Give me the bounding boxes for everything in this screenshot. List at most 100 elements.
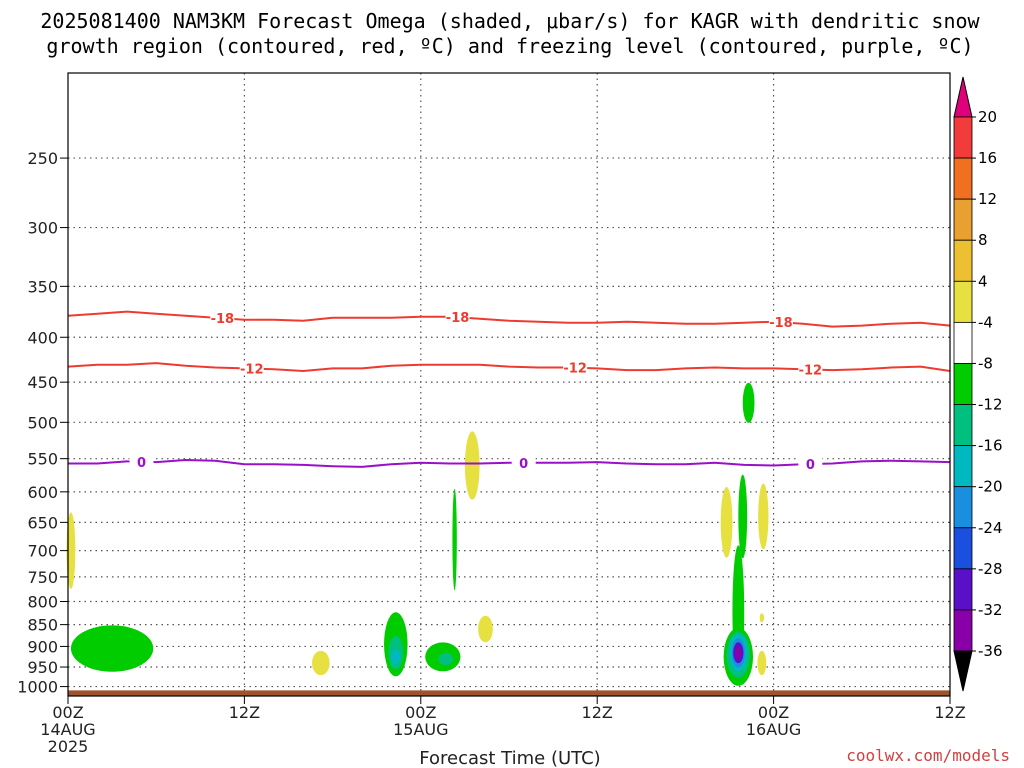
colorbar-bottom-arrow (953, 650, 973, 692)
grid (68, 73, 950, 696)
x-tick-label: 00Z (405, 703, 436, 722)
y-tick-label: 350 (27, 277, 58, 296)
purple-cell (735, 646, 742, 659)
x-tick-label: 12Z (229, 703, 260, 722)
contour-lines: -18 -18 -18 -12 -12 -12 0 0 0 (67, 310, 951, 473)
y-tick-label: 250 (27, 149, 58, 168)
x-tick-date: 16AUG (746, 720, 801, 739)
contour-label-bg (563, 360, 588, 375)
colorbar-swatch (953, 486, 973, 529)
y-axis: 250 300 350 400 450 500 550 600 650 700 750 800 850 9… (17, 149, 68, 697)
colorbar-label: -12 (978, 396, 1003, 414)
colorbar-label: 8 (978, 231, 988, 249)
yellow-cell (464, 431, 480, 500)
x-tick-year: 2025 (48, 737, 89, 756)
colorbar-label: 12 (978, 190, 997, 208)
contour-label: -12 (799, 363, 823, 378)
colorbar-swatch (953, 568, 973, 611)
colorbar-label: -4 (978, 313, 993, 331)
contour-label-bg (798, 362, 823, 377)
y-tick-label: 850 (27, 616, 58, 635)
x-tick-label: 00Z (758, 703, 789, 722)
colorbar-label: -32 (978, 601, 1003, 619)
y-tick-label: 550 (27, 450, 58, 469)
contour-label: -18 (769, 316, 793, 331)
y-tick-label: 300 (27, 219, 58, 238)
x-tick-date: 14AUG (40, 720, 95, 739)
green-cell (70, 625, 154, 672)
x-tick-date: 15AUG (393, 720, 448, 739)
omega-shading (66, 382, 769, 686)
chart-title: 2025081400 NAM3KM Forecast Omega (shaded… (40, 9, 980, 33)
colorbar-swatch (953, 157, 973, 200)
yellow-cell (720, 487, 733, 558)
contour-label: 0 (806, 458, 815, 473)
colorbar-label: -36 (978, 642, 1003, 660)
contour-label-bg (129, 454, 154, 469)
contour-label: -12 (563, 362, 587, 377)
teal-cell (438, 652, 454, 666)
colorbar-swatch (953, 280, 973, 323)
colorbar-label: 16 (978, 149, 997, 167)
yellow-cell (312, 650, 330, 676)
contour-label-bg (511, 455, 536, 470)
contour-label: 0 (137, 456, 146, 471)
y-tick-label: 750 (27, 568, 58, 587)
colorbar-label: -28 (978, 560, 1003, 578)
y-tick-label: 650 (27, 513, 58, 532)
x-tick-label: 12Z (934, 703, 965, 722)
green-cell (742, 382, 755, 423)
contour-label: -12 (240, 363, 264, 378)
y-tick-label: 800 (27, 593, 58, 612)
yellow-cell (478, 615, 493, 643)
colorbar-swatch (953, 445, 973, 488)
y-tick-label: 500 (27, 413, 58, 432)
colorbar-label: 20 (978, 108, 997, 126)
x-tick-label: 12Z (582, 703, 613, 722)
colorbar-swatch (953, 198, 973, 241)
y-tick-label: 900 (27, 637, 58, 656)
contour-label-bg (798, 456, 823, 471)
colorbar-label: 4 (978, 272, 988, 290)
contour-label-bg (210, 311, 235, 326)
colorbar: 20 16 12 8 4 -4 -8 -12 -16 -20 -24 -28 -32 -36 (953, 76, 1003, 692)
green-cell (738, 474, 748, 559)
colorbar-swatch (953, 609, 973, 652)
ground-layer (68, 690, 950, 696)
colorbar-label: -20 (978, 478, 1003, 496)
contour-label: -18 (446, 311, 470, 326)
colorbar-label: -24 (978, 519, 1003, 537)
plot-frame (67, 72, 951, 697)
contour-label-bg (239, 361, 264, 376)
yellow-cell (759, 613, 765, 623)
chart-subtitle: growth region (contoured, red, ºC) and f… (46, 34, 973, 58)
contour-label-bg (445, 310, 470, 325)
blue-cell (391, 649, 401, 665)
yellow-cell (757, 650, 767, 676)
contour-label: 0 (519, 457, 528, 472)
contour-label: -18 (211, 312, 235, 327)
green-cell (452, 488, 457, 591)
colorbar-top-arrow (953, 76, 973, 118)
yellow-cell (66, 512, 76, 589)
credit-text: coolwx.com/models (846, 746, 1010, 765)
plot-background (68, 73, 950, 696)
x-axis-label: Forecast Time (UTC) (419, 748, 600, 768)
y-tick-label: 700 (27, 542, 58, 561)
y-tick-label: 600 (27, 483, 58, 502)
colorbar-swatch (953, 527, 973, 570)
colorbar-swatch (953, 239, 973, 282)
y-tick-label: 950 (27, 658, 58, 677)
colorbar-swatch (953, 116, 973, 159)
colorbar-swatch (953, 404, 973, 447)
colorbar-swatch (953, 321, 973, 364)
contour-label-bg (768, 315, 793, 330)
colorbar-label: -16 (978, 437, 1003, 455)
y-tick-label: 450 (27, 373, 58, 392)
colorbar-label: -8 (978, 354, 993, 372)
colorbar-swatch (953, 363, 973, 405)
yellow-cell (758, 483, 769, 550)
y-tick-label: 400 (27, 328, 58, 347)
